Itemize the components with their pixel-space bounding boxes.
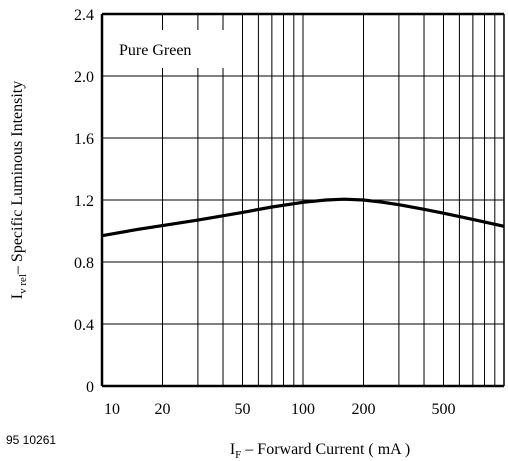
x-axis-label-sub: F — [235, 449, 241, 461]
x-tick-label: 10 — [104, 401, 120, 418]
series-line-pure-green — [101, 197, 505, 238]
y-axis-label-sub: v rel — [17, 274, 29, 294]
x-axis-label: IF – Forward Current ( mA ) — [230, 441, 410, 461]
x-axis-label-rest: – Forward Current ( mA ) — [241, 441, 410, 458]
curve-layer — [101, 197, 505, 238]
x-tick-label: 500 — [431, 401, 455, 418]
y-axis-label-main: I — [9, 294, 26, 299]
figure-code: 95 10261 — [6, 433, 56, 447]
x-tick-label: 100 — [291, 401, 315, 418]
y-tick-label: 1.2 — [74, 193, 94, 210]
plot-frame — [100, 12, 505, 388]
grid — [102, 14, 504, 386]
x-tick-label: 50 — [234, 401, 250, 418]
x-axis-label-main: I — [230, 441, 235, 458]
legend: Pure Green — [104, 30, 230, 68]
y-tick-label: 2.0 — [74, 69, 94, 86]
x-tick-label: 20 — [155, 401, 171, 418]
y-tick-label: 0.8 — [74, 255, 94, 272]
y-tick-label: 0 — [86, 379, 94, 396]
legend-box — [104, 30, 230, 68]
y-axis-label-rest: – Specific Luminous Intensity — [9, 81, 26, 275]
y-tick-label: 1.6 — [74, 131, 94, 148]
legend-entry: Pure Green — [119, 42, 191, 59]
y-tick-label: 0.4 — [74, 317, 94, 334]
y-axis-label: Iv rel– Specific Luminous Intensity — [9, 81, 29, 300]
x-tick-labels: 10 20 50 100 200 500 — [104, 401, 455, 418]
y-tick-labels: 0 0.4 0.8 1.2 1.6 2.0 2.4 — [74, 7, 94, 396]
y-tick-label: 2.4 — [74, 7, 94, 24]
x-tick-label: 200 — [352, 401, 376, 418]
